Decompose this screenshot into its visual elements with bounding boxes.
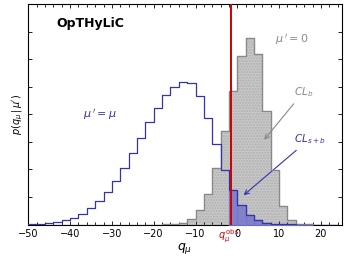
Text: $CL_b$: $CL_b$	[265, 85, 313, 139]
Text: $\mu\,' = 0$: $\mu\,' = 0$	[275, 32, 309, 48]
X-axis label: $q_\mu$: $q_\mu$	[177, 241, 193, 256]
Y-axis label: $p(q_\mu\,|\,\mu^{\prime})$: $p(q_\mu\,|\,\mu^{\prime})$	[11, 94, 26, 135]
Text: $q_\mu^{\,\mathrm{obs}}$: $q_\mu^{\,\mathrm{obs}}$	[218, 228, 240, 245]
Text: $\mu\,' = \mu$: $\mu\,' = \mu$	[83, 107, 116, 122]
Text: OpTHyLiC: OpTHyLiC	[56, 17, 124, 30]
Text: $CL_{s+b}$: $CL_{s+b}$	[245, 132, 326, 194]
